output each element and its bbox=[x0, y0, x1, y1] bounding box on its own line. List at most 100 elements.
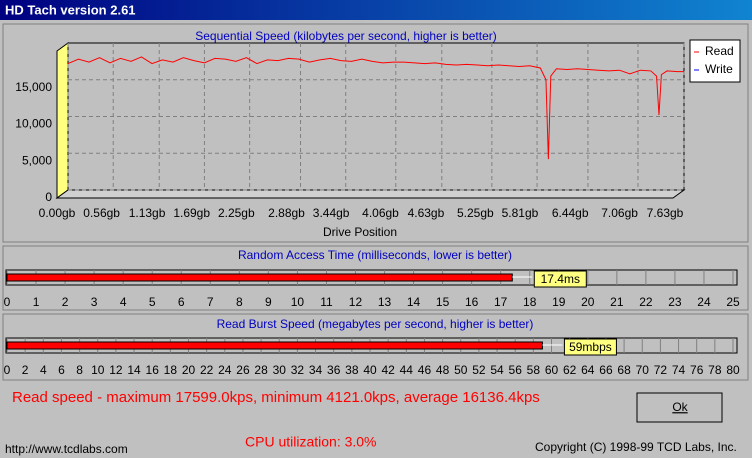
copyright: Copyright (C) 1998-99 TCD Labs, Inc. bbox=[535, 440, 737, 454]
x-tick-label: 20 bbox=[182, 363, 196, 377]
x-tick-label: 30 bbox=[273, 363, 287, 377]
x-tick-label: 7.06gb bbox=[601, 206, 638, 220]
x-tick-label: 58 bbox=[527, 363, 541, 377]
x-tick-label: 70 bbox=[636, 363, 650, 377]
title-bar bbox=[0, 0, 752, 20]
cpu: CPU utilization: 3.0% bbox=[245, 434, 377, 450]
x-tick-label: 80 bbox=[726, 363, 740, 377]
x-tick-label: 60 bbox=[545, 363, 559, 377]
x-tick-label: 21 bbox=[610, 295, 624, 309]
x-tick-label: 0.00gb bbox=[39, 206, 76, 220]
x-tick-label: 46 bbox=[418, 363, 432, 377]
x-tick-label: 74 bbox=[672, 363, 686, 377]
x-tick-label: 12 bbox=[349, 295, 363, 309]
bar bbox=[6, 341, 543, 350]
x-tick-label: 40 bbox=[363, 363, 377, 377]
x-tick-label: 34 bbox=[309, 363, 323, 377]
x-tick-label: 44 bbox=[400, 363, 414, 377]
x-tick-label: 54 bbox=[490, 363, 504, 377]
x-tick-label: 22 bbox=[200, 363, 214, 377]
legend bbox=[689, 39, 741, 83]
window-title: HD Tach version 2.61 bbox=[5, 2, 136, 17]
x-tick-label: 4 bbox=[40, 363, 47, 377]
x-tick-label: 42 bbox=[381, 363, 395, 377]
x-tick-label: 32 bbox=[291, 363, 305, 377]
x-tick-label: 24 bbox=[697, 295, 711, 309]
x-tick-label: 12 bbox=[109, 363, 123, 377]
x-tick-label: 2.25gb bbox=[218, 206, 255, 220]
x-tick-label: 72 bbox=[654, 363, 668, 377]
value-label: 17.4ms bbox=[541, 272, 580, 286]
x-tick-label: 66 bbox=[599, 363, 613, 377]
chart-title: Random Access Time (milliseconds, lower … bbox=[238, 248, 512, 262]
x-tick-label: 18 bbox=[523, 295, 537, 309]
x-tick-label: 50 bbox=[454, 363, 468, 377]
x-tick-label: 9 bbox=[265, 295, 272, 309]
y-tick-label: 0 bbox=[45, 190, 52, 204]
series-line bbox=[67, 56, 684, 160]
x-tick-label: 19 bbox=[552, 295, 566, 309]
value-box bbox=[533, 270, 587, 288]
y-tick-label: 5,000 bbox=[22, 153, 52, 167]
x-tick-label: 25 bbox=[726, 295, 740, 309]
x-tick-label: 4.06gb bbox=[362, 206, 399, 220]
x-tick-label: 5 bbox=[149, 295, 156, 309]
value-label: 59mbps bbox=[569, 340, 612, 354]
x-tick-label: 11 bbox=[320, 295, 333, 309]
x-tick-label: 8 bbox=[76, 363, 83, 377]
y-tick-label: 10,000 bbox=[15, 117, 52, 131]
x-tick-label: 15 bbox=[436, 295, 450, 309]
x-tick-label: 56 bbox=[509, 363, 523, 377]
x-tick-label: 62 bbox=[563, 363, 577, 377]
x-tick-label: 18 bbox=[164, 363, 178, 377]
x-tick-label: 64 bbox=[581, 363, 595, 377]
x-tick-label: 24 bbox=[218, 363, 232, 377]
x-tick-label: 17 bbox=[494, 295, 508, 309]
x-tick-label: 36 bbox=[327, 363, 341, 377]
x-tick-label: 5.25gb bbox=[457, 206, 494, 220]
x-tick-label: 6 bbox=[58, 363, 65, 377]
x-tick-label: 23 bbox=[668, 295, 682, 309]
x-tick-label: 26 bbox=[236, 363, 250, 377]
x-tick-label: 2 bbox=[22, 363, 29, 377]
x-tick-label: 0.56gb bbox=[83, 206, 120, 220]
x-tick-label: 1.13gb bbox=[129, 206, 166, 220]
x-tick-label: 14 bbox=[127, 363, 141, 377]
x-tick-label: 52 bbox=[472, 363, 486, 377]
x-tick-label: 6.44gb bbox=[552, 206, 589, 220]
ok-button[interactable] bbox=[636, 392, 723, 423]
x-tick-label: 2.88gb bbox=[268, 206, 305, 220]
x-tick-label: 13 bbox=[378, 295, 392, 309]
x-tick-label: 2 bbox=[62, 295, 69, 309]
ok-label[interactable]: Ok bbox=[672, 400, 688, 414]
x-tick-label: 10 bbox=[91, 363, 105, 377]
x-tick-label: 20 bbox=[581, 295, 595, 309]
x-tick-label: 28 bbox=[254, 363, 268, 377]
x-tick-label: 8 bbox=[236, 295, 243, 309]
x-tick-label: 78 bbox=[708, 363, 722, 377]
legend-label: Write bbox=[705, 62, 733, 76]
bar bbox=[6, 273, 513, 282]
x-tick-label: 68 bbox=[617, 363, 631, 377]
x-tick-label: 7 bbox=[207, 295, 214, 309]
legend-label: Read bbox=[705, 44, 734, 58]
x-tick-label: 10 bbox=[291, 295, 305, 309]
x-tick-label: 3.44gb bbox=[313, 206, 350, 220]
summary: Read speed - maximum 17599.0kps, minimum… bbox=[12, 389, 540, 406]
x-tick-label: 38 bbox=[345, 363, 359, 377]
x-tick-label: 22 bbox=[639, 295, 653, 309]
x-tick-label: 4 bbox=[120, 295, 127, 309]
url: http://www.tcdlabs.com bbox=[5, 442, 128, 456]
y-tick-label: 15,000 bbox=[15, 80, 52, 94]
side-wall bbox=[56, 42, 69, 199]
x-tick-label: 6 bbox=[178, 295, 185, 309]
x-tick-label: 76 bbox=[690, 363, 704, 377]
x-tick-label: 3 bbox=[91, 295, 98, 309]
floor bbox=[55, 189, 686, 199]
x-tick-label: 0 bbox=[4, 295, 11, 309]
x-tick-label: 16 bbox=[465, 295, 479, 309]
x-tick-label: 48 bbox=[436, 363, 450, 377]
value-box bbox=[563, 338, 617, 356]
